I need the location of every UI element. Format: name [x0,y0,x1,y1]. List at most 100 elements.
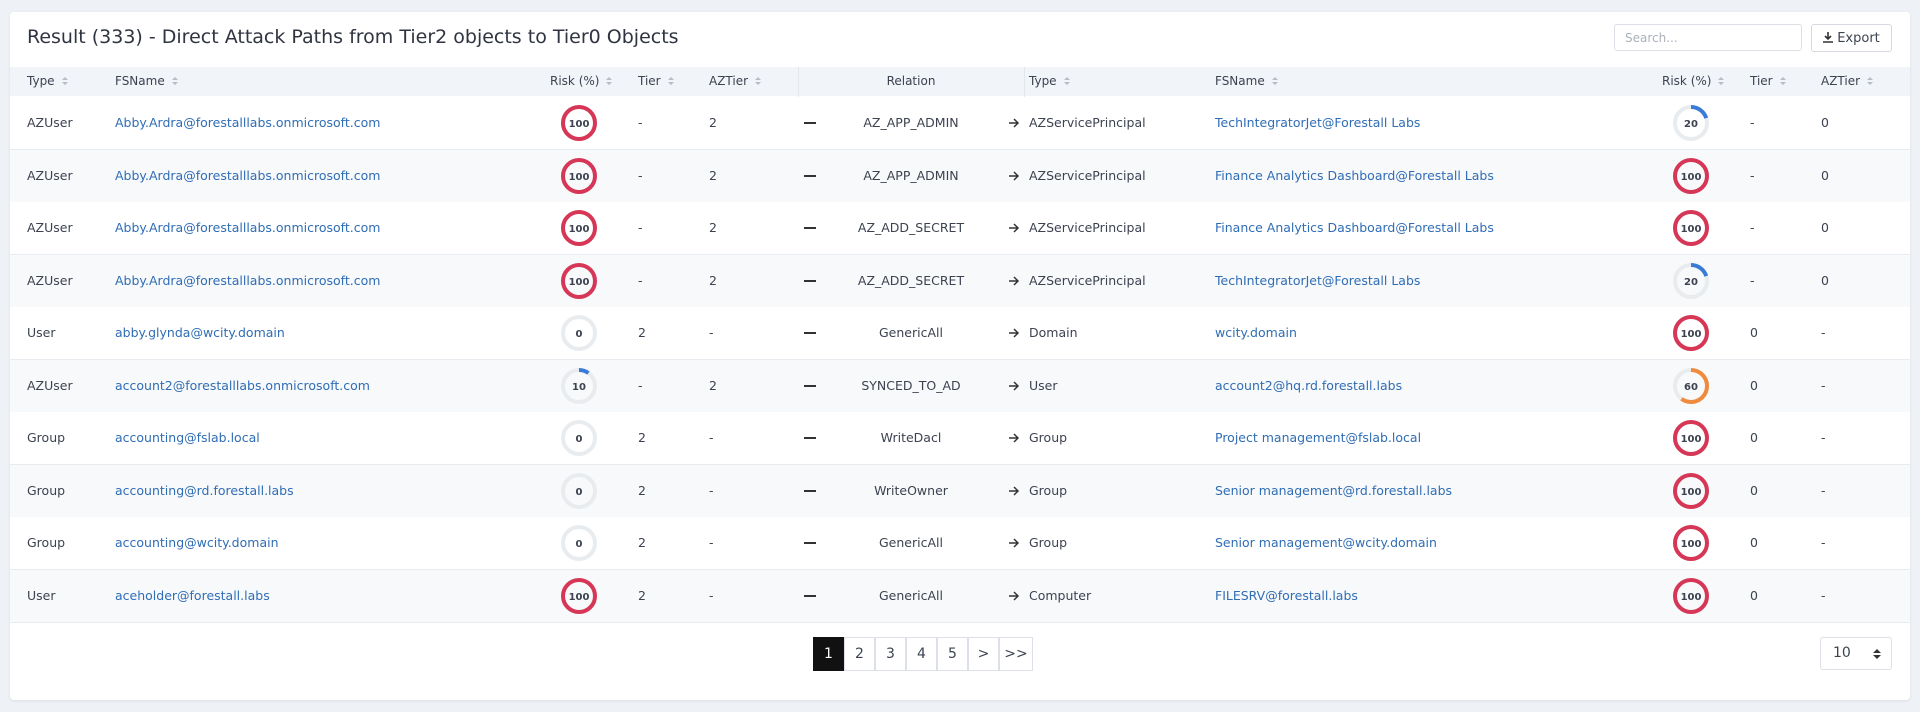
risk-gauge: 10 [561,367,597,404]
object-link[interactable]: Finance Analytics Dashboard@Forestall La… [1215,167,1494,183]
page-button[interactable]: 4 [906,637,937,671]
cell-text: 0 [1821,167,1829,183]
column-header[interactable]: Type [27,74,69,88]
object-link[interactable]: Project management@fslab.local [1215,430,1422,445]
gauge-arc [1673,105,1709,141]
sort-arrows [667,77,674,85]
risk-gauge: 100 [1673,210,1709,246]
cell-text: - [709,325,714,340]
column-header[interactable]: AZTier [1821,74,1874,88]
relation-arrow [1009,433,1020,443]
column-header-label: Type [27,74,55,88]
cell-text: - [638,167,643,183]
sort-icon [1063,77,1070,85]
relation-line [804,542,816,544]
sort-arrows [1271,77,1278,85]
cell-text: - [1750,220,1755,235]
sort-arrows [1063,77,1070,85]
relation: AZ_ADD_SECRET [857,272,965,288]
relation: GenericAll [879,325,943,340]
risk-gauge: 100 [561,210,597,246]
cell-text: - [638,220,643,235]
object-link[interactable]: Abby.Ardra@forestalllabs.onmicrosoft.com [115,115,381,130]
object-link[interactable]: account2@forestalllabs.onmicrosoft.com [115,377,370,393]
table-row: Group accounting@wcity.domain 0 2 - GenericAl… [10,517,1910,570]
arrow-shape [1009,433,1020,443]
column-header[interactable]: Tier [1750,74,1787,88]
sort-arrows [171,77,178,85]
search-input[interactable]: Search... [1614,24,1802,51]
object-link[interactable]: aceholder@forestall.labs [115,587,270,603]
object-link[interactable]: abby.glynda@wcity.domain [115,325,285,340]
object-link[interactable]: Finance Analytics Dashboard@Forestall La… [1215,220,1494,235]
cell-text: 2 [638,430,646,445]
table-row: Group accounting@rd.forestall.labs 0 2 - Writ… [10,464,1910,518]
column-header[interactable]: FSName [115,74,179,88]
title: Result (333) - Direct Attack Paths from … [27,26,679,48]
relation-arrow [1009,590,1020,601]
column-header-label: FSName [1215,74,1265,88]
object-link[interactable]: Abby.Ardra@forestalllabs.onmicrosoft.com [115,220,381,235]
sort-arrows [606,77,613,85]
sort-icon [606,77,613,85]
column-header[interactable]: Type [1029,74,1071,88]
table-row: AZUser account2@forestalllabs.onmicrosoft… [10,359,1910,413]
column-header[interactable]: Risk (%) [1662,74,1725,88]
object-link[interactable]: accounting@rd.forestall.labs [115,482,294,498]
object-link[interactable]: Senior management@wcity.domain [1215,535,1437,550]
object-link[interactable]: Abby.Ardra@forestalllabs.onmicrosoft.com [115,272,381,288]
risk-value: 10 [572,382,586,393]
gauge-arc [1673,525,1709,561]
cell-text: AZUser [27,220,73,235]
object-link[interactable]: accounting@fslab.local [115,430,260,445]
column-header[interactable]: FSName [1215,74,1279,88]
risk-value: 60 [1684,382,1698,393]
risk-value: 100 [569,277,590,288]
risk-gauge: 100 [1673,315,1709,351]
next-page-button[interactable]: > [968,637,999,671]
gauge-arc [1673,315,1709,351]
cell-text: AZUser [27,377,73,393]
table-row: AZUser Abby.Ardra@forestalllabs.onmicroso… [10,97,1910,150]
relation: WriteDacl [880,430,942,445]
cell-text: 0 [1821,115,1829,130]
object-link[interactable]: Senior management@rd.forestall.labs [1215,482,1453,498]
gauge-arc [561,262,597,299]
object-link[interactable]: TechIntegratorJet@Forestall Labs [1215,272,1421,288]
risk-value: 20 [1684,277,1698,288]
arrow-shape [1009,275,1020,286]
relation-line [804,227,816,229]
cell-text: Group [27,482,66,498]
cell-text: 2 [709,377,717,393]
object-link[interactable]: wcity.domain [1215,325,1297,340]
cell-text: 0 [1750,482,1758,498]
relation: GenericAll [879,535,943,550]
export-button[interactable]: Export [1811,24,1892,52]
page-button[interactable]: 5 [937,637,968,671]
object-link[interactable]: TechIntegratorJet@Forestall Labs [1215,115,1421,130]
cell-text: AZUser [27,272,73,288]
column-header[interactable]: AZTier [709,74,762,88]
relation: SYNCED_TO_AD [861,377,961,393]
column-header[interactable]: Tier [638,74,675,88]
relation-arrow [1009,380,1020,391]
arrow-shape [1009,223,1020,233]
object-link[interactable]: Abby.Ardra@forestalllabs.onmicrosoft.com [115,167,381,183]
gauge-arc [561,105,597,141]
object-link[interactable]: FILESRV@forestall.labs [1215,587,1358,603]
object-link[interactable]: accounting@wcity.domain [115,535,279,550]
table-row: AZUser Abby.Ardra@forestalllabs.onmicroso… [10,202,1910,255]
relation-arrow [1009,275,1020,286]
relation: AZ_APP_ADMIN [863,115,959,130]
sort-icon [1718,77,1725,85]
page-button[interactable]: 2 [844,637,875,671]
last-page-button[interactable]: >> [999,637,1033,671]
cell-text: - [638,272,643,288]
sort-icon [61,77,68,85]
column-header[interactable]: Risk (%) [550,74,613,88]
object-link[interactable]: account2@hq.rd.forestall.labs [1215,377,1403,393]
page-size-select[interactable]: 10 [1820,637,1892,670]
relation: GenericAll [879,587,943,603]
page-button[interactable]: 1 [813,637,844,671]
page-button[interactable]: 3 [875,637,906,671]
